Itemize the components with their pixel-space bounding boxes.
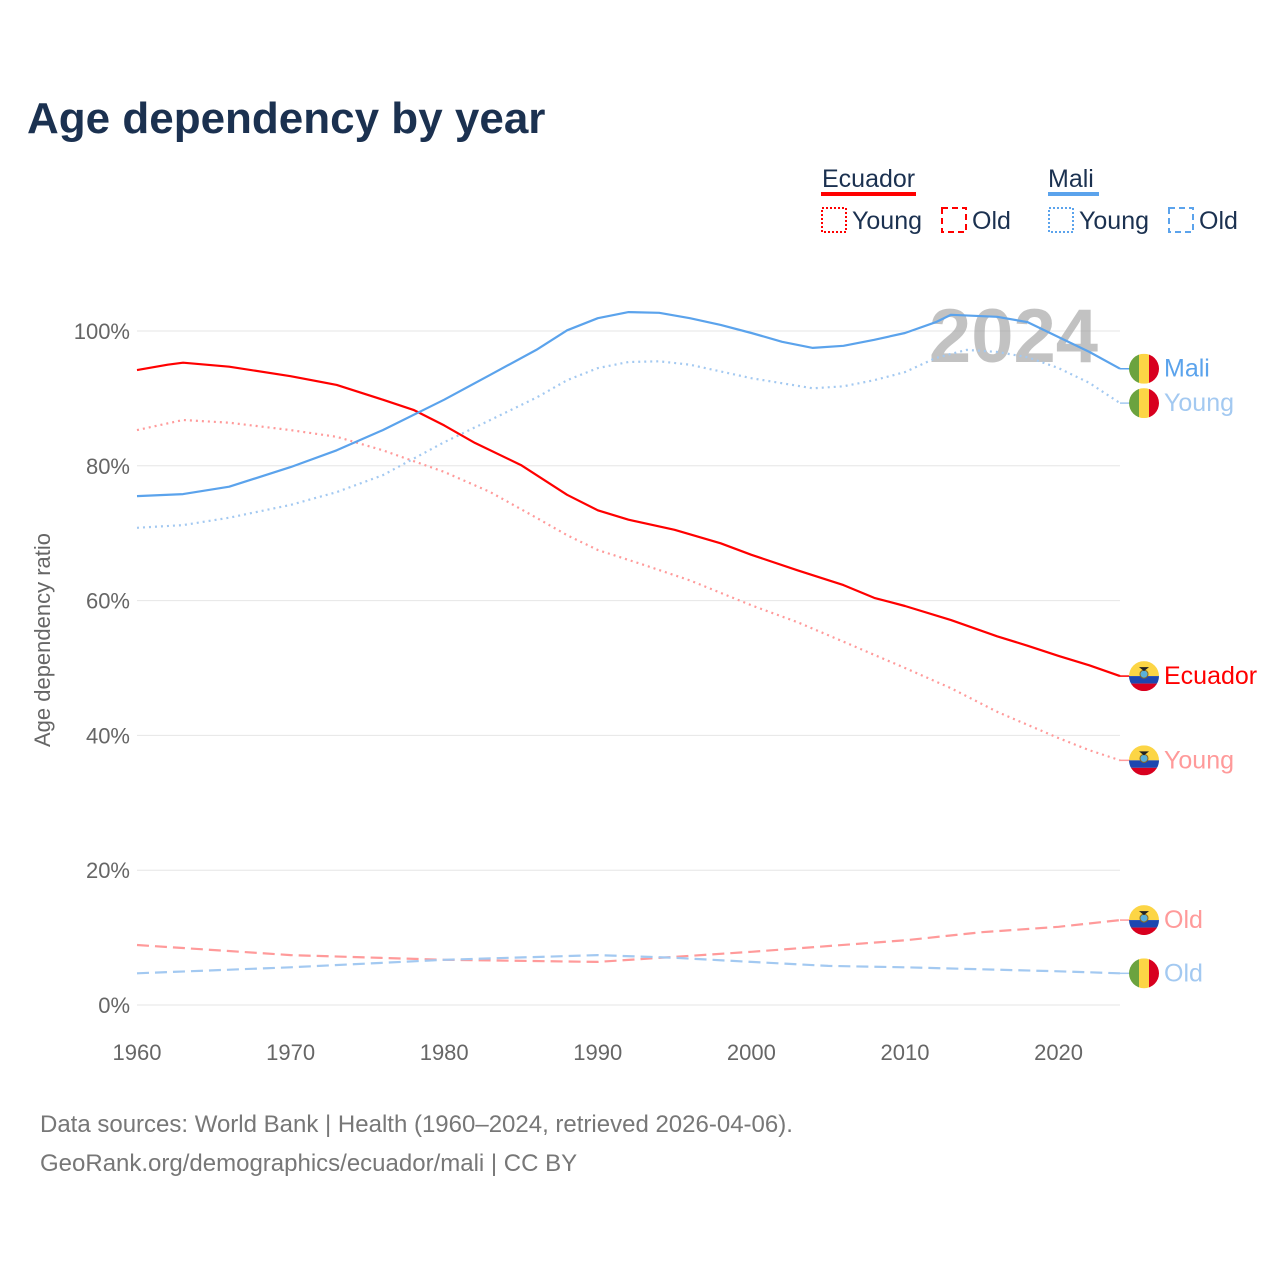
series-line-mali-old[interactable] xyxy=(136,954,1121,975)
end-label: Young xyxy=(1164,389,1234,417)
ecuador-flag-icon xyxy=(1129,661,1159,692)
ecuador-flag-icon xyxy=(1129,745,1159,776)
x-tick-label: 1970 xyxy=(266,1040,315,1065)
legend-mali-label[interactable]: Mali xyxy=(1048,165,1094,193)
legend-mali-line xyxy=(1048,192,1099,196)
ecuador-flag-icon xyxy=(1129,905,1159,936)
legend-ecuador-label[interactable]: Ecuador xyxy=(822,165,915,193)
y-tick-label: 80% xyxy=(86,454,130,479)
series-line-mali-young[interactable] xyxy=(136,348,1121,529)
end-label: Old xyxy=(1164,959,1203,987)
end-label: Young xyxy=(1164,746,1234,774)
series-line-ecuador[interactable] xyxy=(136,361,1121,678)
x-tick-label: 1960 xyxy=(113,1040,162,1065)
footer-link[interactable]: GeoRank.org/demographics/ecuador/mali | … xyxy=(40,1150,577,1177)
end-label: Mali xyxy=(1164,355,1210,383)
legend-mali-old[interactable]: Old xyxy=(1199,207,1238,235)
x-tick-label: 2000 xyxy=(727,1040,776,1065)
legend-ecuador-young[interactable]: Young xyxy=(852,207,922,235)
chart-title: Age dependency by year xyxy=(27,94,545,143)
mali-flag-icon xyxy=(1129,388,1159,419)
y-tick-label: 20% xyxy=(86,858,130,883)
end-label: Old xyxy=(1164,906,1203,934)
x-tick-label: 2020 xyxy=(1034,1040,1083,1065)
legend-ecuador-line xyxy=(821,192,916,196)
legend-dashed-swatch xyxy=(1168,207,1194,233)
footer-sources: Data sources: World Bank | Health (1960–… xyxy=(40,1111,793,1138)
series-line-ecuador-old[interactable] xyxy=(136,919,1121,963)
legend-dashed-swatch xyxy=(941,207,967,233)
legend-dotted-swatch xyxy=(1048,207,1074,233)
series-line-ecuador-young[interactable] xyxy=(136,418,1121,762)
y-tick-label: 40% xyxy=(86,723,130,748)
y-tick-label: 100% xyxy=(74,319,130,344)
y-tick-label: 0% xyxy=(98,993,130,1018)
x-tick-label: 2010 xyxy=(880,1040,929,1065)
legend-dotted-swatch xyxy=(821,207,847,233)
series-line-mali[interactable] xyxy=(136,311,1121,498)
legend: Ecuador Young Old Mali Young Old xyxy=(821,165,1238,235)
y-axis-label: Age dependency ratio xyxy=(30,533,55,747)
year-watermark: 2024 xyxy=(929,294,1098,379)
end-label: Ecuador xyxy=(1164,662,1257,690)
mali-flag-icon xyxy=(1129,353,1159,384)
x-tick-label: 1990 xyxy=(573,1040,622,1065)
x-tick-label: 1980 xyxy=(420,1040,469,1065)
y-tick-label: 60% xyxy=(86,589,130,614)
legend-ecuador-old[interactable]: Old xyxy=(972,207,1011,235)
mali-flag-icon xyxy=(1129,958,1159,989)
legend-mali-young[interactable]: Young xyxy=(1079,207,1149,235)
